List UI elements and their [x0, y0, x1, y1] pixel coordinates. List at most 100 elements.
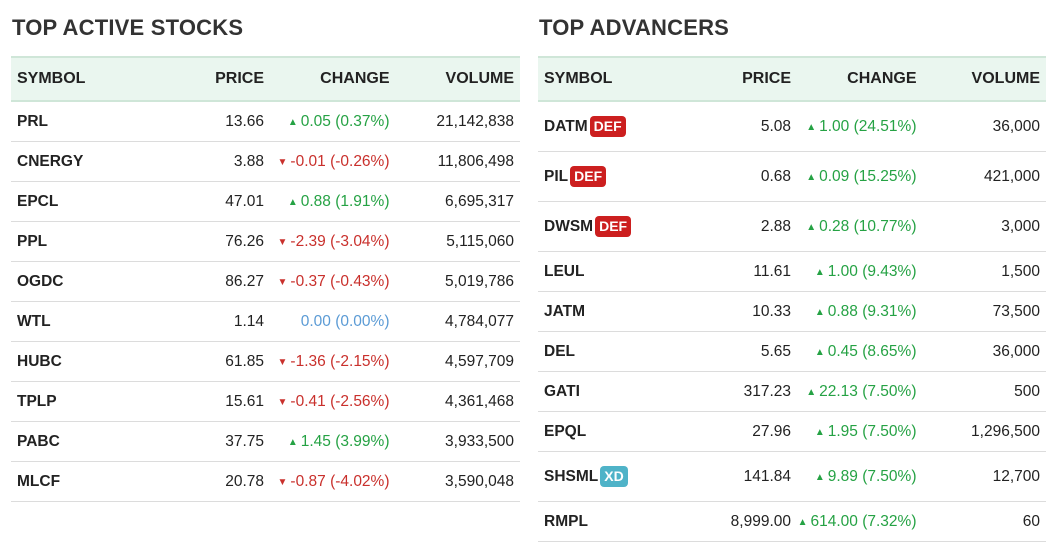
change-percent: (10.77%) — [853, 217, 917, 235]
table-row[interactable]: EPQL 27.96 ▲ 1.95 (7.50%) 1,296,500 — [538, 412, 1046, 452]
change-percent: (7.32%) — [862, 512, 917, 530]
triangle-up-icon: ▲ — [287, 196, 298, 208]
change-percent: (15.25%) — [853, 167, 917, 185]
change-percent: (0.00%) — [335, 312, 390, 330]
symbol-link[interactable]: MLCF — [17, 472, 61, 490]
symbol-cell: TPLP — [11, 393, 165, 411]
table-row[interactable]: PIL DEF 0.68 ▲ 0.09 (15.25%) 421,000 — [538, 152, 1046, 202]
symbol-link[interactable]: PPL — [17, 232, 48, 250]
column-header-volume: VOLUME — [445, 70, 514, 87]
change-percent: (-2.56%) — [330, 392, 390, 410]
symbol-link[interactable]: GATI — [544, 382, 580, 400]
price-cell: 61.85 — [225, 352, 265, 370]
badge-def: DEF — [570, 166, 607, 187]
symbol-link[interactable]: PRL — [17, 112, 48, 130]
table-row[interactable]: WTL 1.14 0.00 (0.00%) 4,784,077 — [11, 302, 520, 342]
volume-cell: 36,000 — [992, 117, 1040, 135]
triangle-up-icon: ▲ — [797, 516, 808, 528]
table-row[interactable]: JATM 10.33 ▲ 0.88 (9.31%) 73,500 — [538, 292, 1046, 332]
price-cell: 5.08 — [760, 117, 792, 135]
price-cell: 15.61 — [225, 392, 265, 410]
symbol-link[interactable]: EPQL — [544, 422, 587, 440]
change-percent: (3.99%) — [335, 432, 390, 450]
column-header-symbol: SYMBOL — [17, 70, 86, 87]
change-cell: ▼ -2.39 (-3.04%) — [264, 233, 390, 251]
volume-cell: 4,361,468 — [445, 392, 514, 410]
triangle-up-icon: ▲ — [814, 426, 825, 438]
change-percent: (-4.02%) — [330, 472, 390, 490]
symbol-cell: PRL — [11, 113, 165, 131]
symbol-link[interactable]: HUBC — [17, 352, 62, 370]
change-value: 1.00 — [827, 262, 858, 280]
symbol-link[interactable]: LEUL — [544, 262, 585, 280]
table-row[interactable]: PRL 13.66 ▲ 0.05 (0.37%) 21,142,838 — [11, 102, 520, 142]
change-value: 0.88 — [300, 192, 331, 210]
table-row[interactable]: DEL 5.65 ▲ 0.45 (8.65%) 36,000 — [538, 332, 1046, 372]
volume-cell: 5,019,786 — [445, 272, 514, 290]
triangle-down-icon: ▼ — [277, 396, 288, 408]
table-row[interactable]: HUBC 61.85 ▼ -1.36 (-2.15%) 4,597,709 — [11, 342, 520, 382]
price-cell: 20.78 — [225, 472, 265, 490]
volume-cell: 73,500 — [992, 302, 1040, 320]
table-row[interactable]: LEUL 11.61 ▲ 1.00 (9.43%) 1,500 — [538, 252, 1046, 292]
symbol-cell: EPQL — [538, 423, 692, 441]
change-percent: (9.43%) — [862, 262, 917, 280]
table-header: SYMBOL PRICE CHANGE VOLUME — [11, 56, 520, 102]
symbol-link[interactable]: PABC — [17, 432, 60, 450]
change-percent: (1.91%) — [335, 192, 390, 210]
price-cell: 141.84 — [743, 467, 792, 485]
symbol-link[interactable]: PIL — [544, 167, 569, 185]
table-row[interactable]: MLCF 20.78 ▼ -0.87 (-4.02%) 3,590,048 — [11, 462, 520, 502]
change-cell: ▲ 614.00 (7.32%) — [791, 512, 917, 531]
symbol-link[interactable]: OGDC — [17, 272, 64, 290]
change-value: -0.41 — [290, 392, 326, 410]
symbol-link[interactable]: DWSM — [544, 217, 594, 235]
symbol-link[interactable]: SHSML — [544, 467, 599, 485]
change-percent: (-0.43%) — [330, 272, 390, 290]
table-row[interactable]: RMPL 8,999.00 ▲ 614.00 (7.32%) 60 — [538, 502, 1046, 542]
table-row[interactable]: SHSML XD 141.84 ▲ 9.89 (7.50%) 12,700 — [538, 452, 1046, 502]
table-row[interactable]: PPL 76.26 ▼ -2.39 (-3.04%) 5,115,060 — [11, 222, 520, 262]
symbol-link[interactable]: CNERGY — [17, 152, 84, 170]
symbol-cell: CNERGY — [11, 153, 165, 171]
table-body: DATM DEF 5.08 ▲ 1.00 (24.51%) 36,000 PIL DEF 0.6… — [538, 102, 1046, 542]
symbol-cell: SHSML XD — [538, 466, 692, 487]
table-row[interactable]: EPCL 47.01 ▲ 0.88 (1.91%) 6,695,317 — [11, 182, 520, 222]
symbol-cell: EPCL — [11, 193, 165, 211]
triangle-up-icon: ▲ — [814, 306, 825, 318]
change-cell: ▲ 0.09 (15.25%) — [791, 168, 916, 186]
change-cell: ▼ -0.41 (-2.56%) — [264, 392, 390, 411]
price-cell: 11.61 — [753, 262, 792, 280]
change-value: 0.05 — [300, 112, 331, 130]
symbol-cell: PABC — [11, 433, 165, 451]
change-value: 22.13 — [819, 382, 858, 400]
change-value: 0.00 — [300, 312, 331, 330]
symbol-link[interactable]: WTL — [17, 312, 51, 330]
triangle-up-icon: ▲ — [287, 116, 298, 128]
price-cell: 3.88 — [233, 152, 265, 170]
table-row[interactable]: DWSM DEF 2.88 ▲ 0.28 (10.77%) 3,000 — [538, 202, 1046, 252]
column-header-change: CHANGE — [847, 70, 917, 87]
symbol-link[interactable]: DATM — [544, 117, 588, 135]
symbol-link[interactable]: JATM — [544, 302, 586, 320]
change-percent: (9.31%) — [862, 302, 917, 320]
table-row[interactable]: GATI 317.23 ▲ 22.13 (7.50%) 500 — [538, 372, 1046, 412]
change-value: 1.95 — [827, 422, 858, 440]
table-row[interactable]: CNERGY 3.88 ▼ -0.01 (-0.26%) 11,806,498 — [11, 142, 520, 182]
change-cell: ▲ 1.00 (24.51%) — [791, 118, 916, 136]
table-row[interactable]: OGDC 86.27 ▼ -0.37 (-0.43%) 5,019,786 — [11, 262, 520, 302]
triangle-down-icon: ▼ — [277, 476, 288, 488]
triangle-up-icon: ▲ — [806, 171, 817, 183]
change-value: 0.45 — [827, 342, 858, 360]
symbol-link[interactable]: DEL — [544, 342, 575, 360]
symbol-cell: LEUL — [538, 263, 692, 281]
symbol-cell: PPL — [11, 233, 165, 251]
symbol-link[interactable]: TPLP — [17, 392, 57, 410]
table-row[interactable]: DATM DEF 5.08 ▲ 1.00 (24.51%) 36,000 — [538, 102, 1046, 152]
symbol-link[interactable]: EPCL — [17, 192, 59, 210]
table-row[interactable]: TPLP 15.61 ▼ -0.41 (-2.56%) 4,361,468 — [11, 382, 520, 422]
table-row[interactable]: PABC 37.75 ▲ 1.45 (3.99%) 3,933,500 — [11, 422, 520, 462]
change-cell: ▲ 1.95 (7.50%) — [791, 422, 917, 441]
volume-cell: 60 — [1022, 512, 1040, 530]
symbol-link[interactable]: RMPL — [544, 512, 588, 530]
